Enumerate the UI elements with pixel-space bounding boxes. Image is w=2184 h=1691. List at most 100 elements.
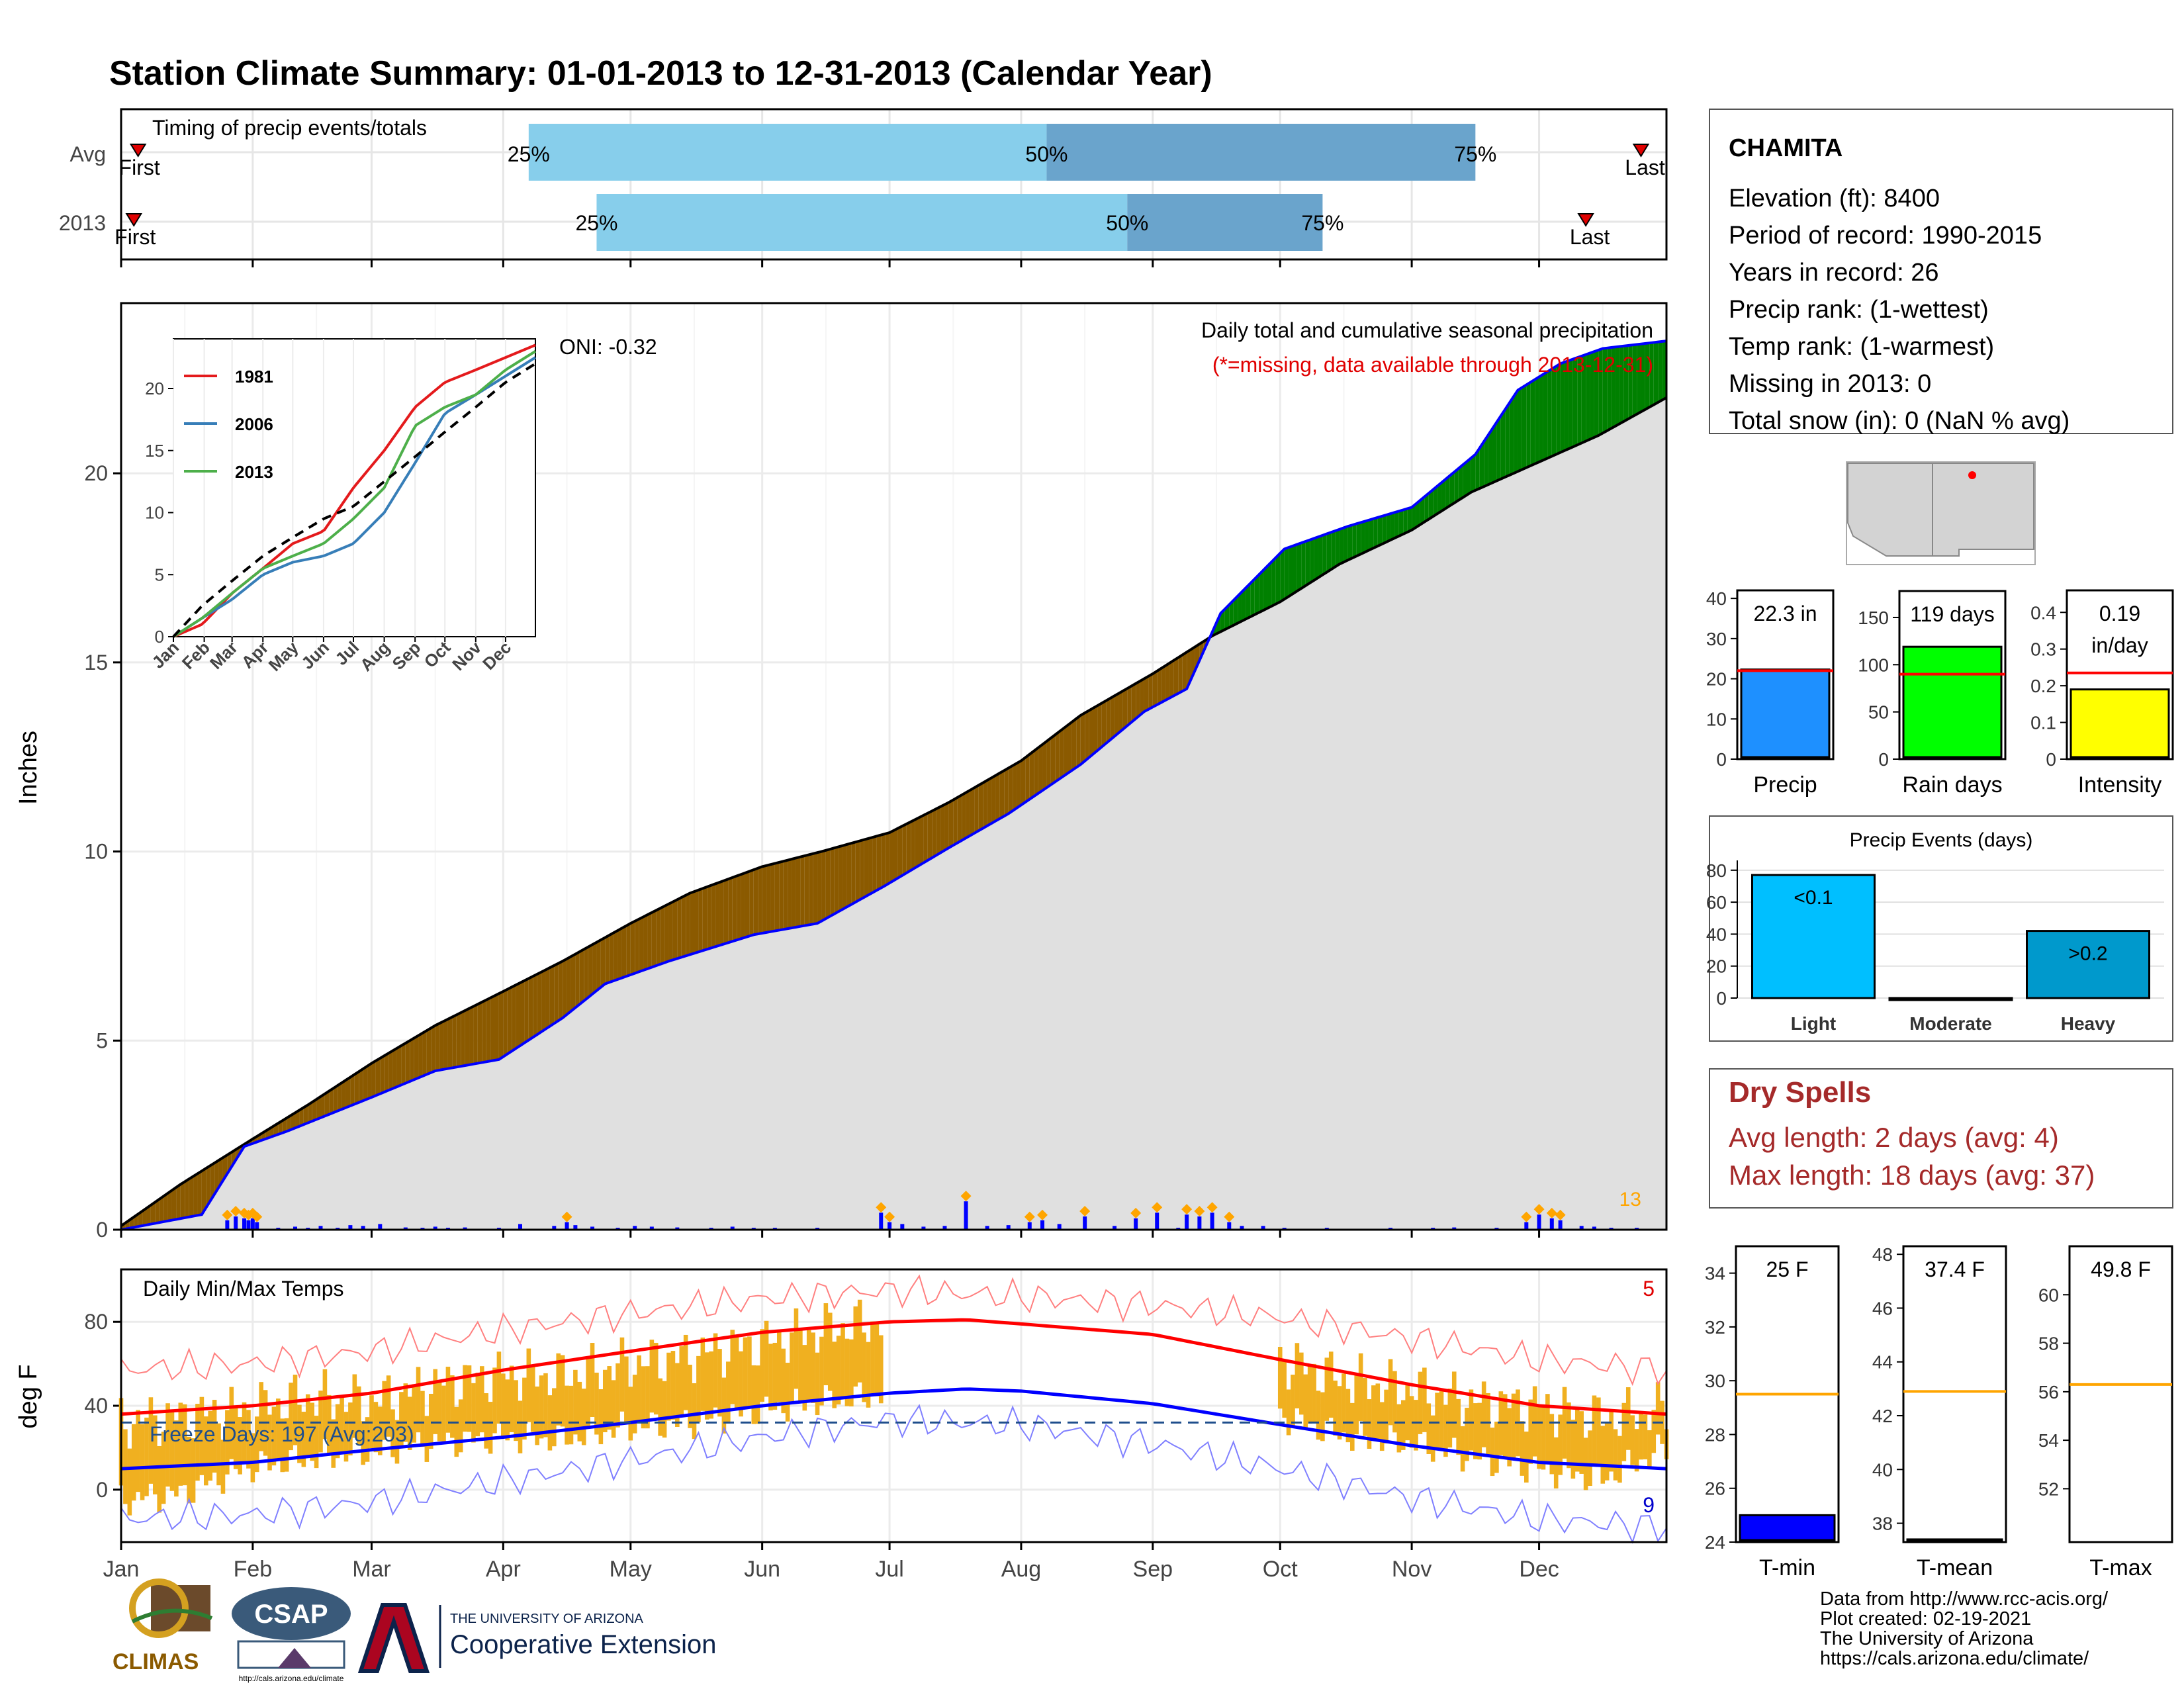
dry-fill-segment (834, 846, 839, 914)
temp-daily-bar (547, 1395, 553, 1451)
dry-fill-segment (660, 906, 665, 964)
daily-precip-bar (964, 1201, 968, 1230)
temp-daily-bar (802, 1345, 807, 1411)
dry-fill-segment (138, 1211, 143, 1227)
temp-daily-bar (416, 1367, 421, 1433)
temp-daily-bar (1447, 1389, 1453, 1448)
temp-daily-bar (199, 1396, 205, 1475)
temp-xtick-label: Oct (1263, 1557, 1298, 1582)
dry-fill-segment (388, 1050, 393, 1091)
dry-fill-segment (698, 888, 703, 952)
daily-precip-bar (1592, 1226, 1596, 1230)
temp-daily-bar (1567, 1402, 1571, 1469)
dry-fill-segment (995, 772, 1000, 821)
main-precip-panel: 0 5 10 15 20 Daily total and cumulative seas… (15, 302, 1668, 1242)
wet-fill-segment (1314, 537, 1318, 580)
dry-fill-segment (1165, 663, 1170, 700)
temp-daily-bar (412, 1384, 416, 1443)
temp-daily-bar (212, 1400, 217, 1473)
temp-daily-bar (276, 1398, 281, 1461)
daily-precip-diamond (1037, 1209, 1048, 1220)
temp-daily-bar (238, 1417, 242, 1475)
temp-ylabel: deg F (15, 1364, 42, 1428)
t-max-category-label: T-max (2089, 1555, 2152, 1580)
temp-daily-bar (1528, 1399, 1533, 1464)
temp-daily-bar (331, 1419, 336, 1468)
dry-fill-segment (864, 838, 869, 897)
temp-daily-bar (811, 1332, 815, 1403)
temp-daily-bar (225, 1410, 230, 1475)
daily-precip-diamond (1194, 1206, 1205, 1216)
wet-fill-segment (1335, 529, 1340, 567)
t-min-ytick-label: 28 (1705, 1424, 1725, 1445)
dry-fill-segment (745, 871, 750, 938)
temp-daily-bar (144, 1417, 149, 1496)
temp-daily-bar (1354, 1375, 1359, 1435)
dry-fill-segment (312, 1099, 317, 1121)
temp-daily-bar (637, 1355, 641, 1422)
temp-daily-bar (662, 1381, 667, 1438)
dry-fill-segment (1097, 703, 1102, 751)
temp-daily-bar (1418, 1371, 1423, 1434)
daily-precip-bar (1227, 1222, 1232, 1230)
intensity-ytick-label: 0.4 (2030, 602, 2056, 623)
intensity-value-label-2: in/day (2091, 633, 2148, 657)
wet-fill-segment (1449, 472, 1455, 506)
rain-days-ytick-label: 50 (1868, 702, 1889, 723)
temp-daily-bar (1384, 1389, 1388, 1443)
temp-daily-bar (1617, 1436, 1622, 1483)
dry-fill-segment (872, 836, 877, 893)
dry-fill-segment (494, 993, 499, 1060)
temp-daily-bar (467, 1365, 472, 1432)
dry-fill-segment (345, 1077, 351, 1108)
temp-daily-bar (1439, 1391, 1444, 1448)
daily-precip-bar (463, 1227, 467, 1230)
wet-fill-segment (1479, 441, 1484, 488)
inset-legend-label: 1981 (235, 367, 273, 387)
daily-precip-diamond (1546, 1207, 1557, 1218)
yr-first-label: First (114, 225, 156, 249)
dry-fill-segment (1127, 686, 1132, 726)
temp-daily-bar (271, 1406, 277, 1466)
dry-fill-segment (1076, 715, 1081, 768)
yr-last-label: Last (1570, 225, 1610, 249)
temp-daily-bar (1299, 1352, 1304, 1415)
temp-daily-bar (1405, 1383, 1410, 1441)
temp-daily-bar (602, 1369, 608, 1433)
temp-daily-bar (683, 1334, 688, 1410)
temp-daily-bar (518, 1400, 523, 1453)
temp-daily-bar (862, 1332, 866, 1402)
temp-daily-bar (191, 1438, 196, 1503)
temp-daily-bar (819, 1336, 824, 1406)
dry-fill-segment (944, 802, 949, 850)
temp-daily-bar (492, 1367, 497, 1434)
station-line-temp-rank: Temp rank: (1-warmest) (1729, 333, 1994, 361)
events-category-label: Light (1791, 1013, 1836, 1034)
temp-daily-bar (1430, 1415, 1435, 1462)
daily-precip-bar (1558, 1220, 1563, 1230)
temp-daily-bar (1451, 1371, 1457, 1438)
temp-daily-bar (739, 1351, 743, 1417)
station-name: CHAMITA (1729, 134, 1843, 162)
yr-q75-label: 75% (1301, 211, 1343, 235)
temp-daily-bar (1426, 1403, 1432, 1455)
wet-fill-segment (1586, 353, 1590, 441)
wet-fill-segment (1509, 396, 1514, 475)
dry-fill-segment (338, 1082, 342, 1111)
temp-xtick-label: Jul (875, 1557, 903, 1582)
dry-fill-segment (422, 1030, 427, 1076)
dry-fill-segment (1152, 670, 1158, 708)
inset-legend: 1981 2006 2013 (184, 367, 273, 482)
dry-fill-segment (206, 1165, 210, 1208)
record-low-count: 9 (1643, 1493, 1655, 1517)
temp-daily-bar (1473, 1403, 1478, 1459)
events-ytick-label: 40 (1706, 924, 1727, 944)
temp-daily-bar (611, 1380, 616, 1438)
temp-daily-bar (675, 1363, 680, 1428)
temp-daily-bar (781, 1348, 786, 1414)
dry-fill-segment (766, 864, 771, 933)
temp-daily-bar (174, 1420, 179, 1497)
temp-daily-bar (479, 1366, 484, 1433)
temp-daily-bar (250, 1433, 255, 1483)
wet-fill-segment (1433, 486, 1437, 517)
